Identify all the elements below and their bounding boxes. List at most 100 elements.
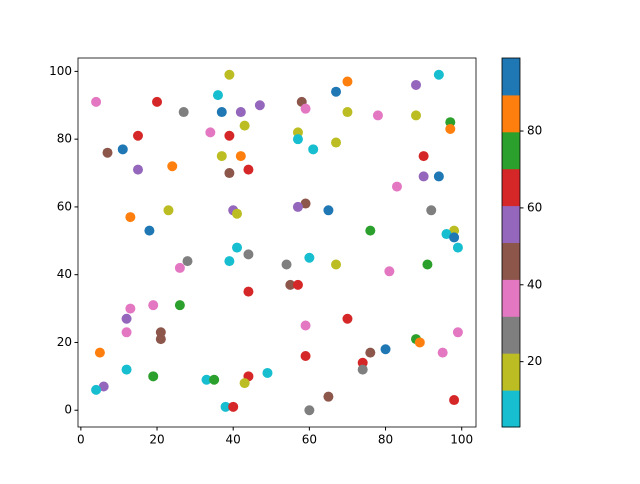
point [308,144,319,155]
point [121,313,132,324]
point [452,242,463,253]
point [254,100,265,111]
point [331,137,342,148]
point [224,168,235,179]
colorbar-segment [502,242,520,280]
point [121,364,132,375]
y-tick-label: 60 [57,199,72,213]
point [239,120,250,131]
point [155,334,166,345]
point [239,378,250,389]
y-tick-label: 100 [49,64,72,78]
point [144,225,155,236]
point [391,181,402,192]
colorbar-segment [502,279,520,317]
point [243,249,254,260]
colorbar-segment [502,205,520,243]
point [235,107,246,118]
point [98,381,109,392]
point [331,259,342,270]
point [91,384,102,395]
x-tick-label: 60 [302,433,317,447]
colorbar-tick-label: 20 [527,354,542,368]
point [232,208,243,219]
point [452,327,463,338]
y-tick-label: 0 [64,403,72,417]
point [224,256,235,267]
point [304,252,315,263]
point [132,164,143,175]
point [216,151,227,162]
x-tick-label: 0 [77,433,85,447]
point [174,300,185,311]
point [300,320,311,331]
point [262,367,273,378]
point [342,313,353,324]
point [224,69,235,80]
point [220,401,231,412]
point [418,171,429,182]
point [167,161,178,172]
y-tick-label: 20 [57,335,72,349]
point [445,123,456,134]
point [228,401,239,412]
point [414,337,425,348]
x-tick-label: 40 [226,433,241,447]
point [152,96,163,107]
point [331,86,342,97]
point [292,201,303,212]
point [304,405,315,416]
point [209,374,220,385]
point [357,364,368,375]
point [232,242,243,253]
point [243,164,254,175]
point [94,347,105,358]
point [281,259,292,270]
point [117,144,128,155]
point [433,69,444,80]
colorbar-segment [502,94,520,133]
colorbar-segment [502,168,520,207]
point [300,103,311,114]
point [148,300,159,311]
plot-frame [77,57,477,428]
point [323,391,334,402]
colorbar-tick-label: 80 [527,124,542,138]
x-tick-label: 100 [450,433,473,447]
colorbar-segment [502,390,520,428]
point [418,151,429,162]
point [163,205,174,216]
point [174,262,185,273]
point [342,76,353,87]
point [384,266,395,277]
point [102,147,113,158]
point [323,205,334,216]
point [91,96,102,107]
point [216,107,227,118]
point [121,327,132,338]
x-tick-label: 20 [149,433,164,447]
colorbar-segment [502,131,520,170]
point [433,171,444,182]
x-tick-label: 80 [378,433,393,447]
point [212,90,223,101]
colorbar-tick-label: 40 [527,277,542,291]
point [449,395,460,406]
point [224,130,235,141]
point [342,107,353,118]
colorbar-segment [502,58,520,96]
point [125,303,136,314]
point [300,351,311,362]
colorbar-tick-label: 60 [527,200,542,214]
colorbar-segment [502,316,520,354]
point [285,279,296,290]
point [292,134,303,145]
y-tick-label: 40 [57,267,72,281]
colorbar-segment [502,353,520,391]
point [205,127,216,138]
point [365,225,376,236]
point [148,371,159,382]
point [292,279,303,290]
point [449,232,460,243]
point [182,256,193,267]
